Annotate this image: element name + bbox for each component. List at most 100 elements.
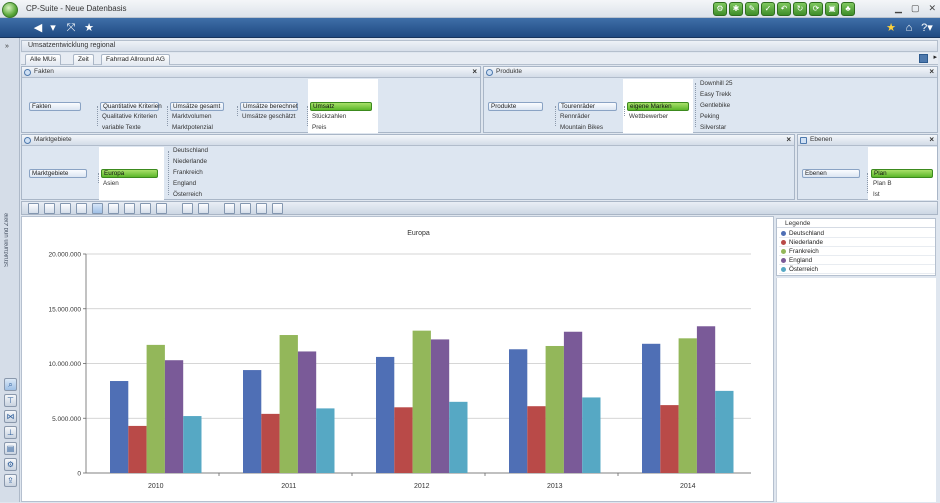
column-chart-icon[interactable] [92,203,103,214]
products-level2-item[interactable]: Wettbewerber [629,113,669,120]
products-panel: Produkte × Produkte Tourenräder Rennräde… [483,66,938,133]
legend-item[interactable]: Deutschland [779,229,935,238]
markets-root-node[interactable]: Marktgebiete [29,169,87,178]
legend-item[interactable]: England [779,256,935,265]
facts-level3-item[interactable]: Umsätze geschätzt [242,113,296,120]
legend-item[interactable]: Österreich [779,265,935,274]
connector [168,151,169,195]
legend-color-dot [781,240,786,245]
products-level3-item[interactable]: Downhill 25 [700,80,733,87]
close-icon[interactable]: × [472,67,477,76]
products-level3-item[interactable]: Easy Trekk [700,91,732,98]
facts-panel-header: Fakten × [22,67,480,78]
tools-icon[interactable]: ♣ [841,2,855,16]
products-level2-selected[interactable]: eigene Marken [627,102,689,111]
chart-options-icon[interactable] [156,203,167,214]
pin-icon[interactable]: ⤧ [66,22,76,34]
facts-icon [24,69,31,76]
products-level3-item[interactable]: Silverstar [700,124,727,131]
favorite-star-icon[interactable]: ★ [84,22,94,34]
products-level1-item[interactable]: Mountain Bikes [560,124,604,131]
markets-level2-item[interactable]: England [173,180,197,187]
products-level3-item[interactable]: Gentlebike [700,102,731,109]
maximize-icon[interactable]: ▢ [910,3,920,13]
overflow-icon[interactable]: ▸ [933,54,937,61]
facts-level2-item[interactable]: Marktvolumen [172,113,212,120]
bar-chart-icon[interactable] [76,203,87,214]
markets-level2-item[interactable]: Frankreich [173,169,203,176]
close-icon[interactable]: × [929,135,934,144]
facts-root-node[interactable]: Fakten [29,102,81,111]
chart-bar [394,407,413,473]
pie-chart-icon[interactable] [44,203,55,214]
legend-item[interactable]: Frankreich [779,247,935,256]
products-level1-item[interactable]: Rennräder [560,113,590,120]
facts-level1-item[interactable]: Quantitative Kriterien [100,102,162,111]
facts-level2-item[interactable]: Marktpotenzial [172,124,213,131]
legend-item[interactable]: Niederlande [779,238,935,247]
help-icon[interactable]: ?▾ [921,22,933,34]
gear-icon[interactable]: ⚙ [713,2,727,16]
products-level1-item[interactable]: Tourenräder [558,102,617,111]
gear-icon[interactable]: ⚙ [4,458,17,471]
export-icon[interactable]: ⇪ [4,474,17,487]
bar-chart-icon[interactable] [60,203,71,214]
star-icon[interactable]: ★ [886,22,896,34]
markets-level1-selected[interactable]: Europa [101,169,158,178]
edit-icon[interactable]: ✎ [745,2,759,16]
home-icon[interactable]: ⌂ [905,22,913,34]
facts-level4-selected[interactable]: Umsatz [310,102,372,111]
facts-level4-item[interactable]: Preis [312,124,327,131]
print-icon[interactable] [272,203,283,214]
dropdown-icon[interactable]: ▾ [50,22,56,34]
levels-root-node[interactable]: Ebenen [802,169,860,178]
tab-zeit[interactable]: Zeit [73,54,94,65]
chart-bar [642,343,661,473]
tree-icon[interactable]: ⋈ [4,410,17,423]
line-chart-icon[interactable] [124,203,135,214]
facts-level1-item[interactable]: Qualitative Kriterien [102,113,157,120]
levels-item[interactable]: Ist [873,191,880,198]
facts-level4-item[interactable]: Stückzahlen [312,113,347,120]
list-icon[interactable] [198,203,209,214]
facts-level2-item[interactable]: Umsätze gesamt [170,102,224,111]
export-icon[interactable] [240,203,251,214]
close-icon[interactable]: ✕ [928,3,936,13]
markets-level2-item[interactable]: Österreich [173,191,203,198]
sort-icon[interactable]: ⊥ [4,426,17,439]
back-icon[interactable]: ◀ [33,22,43,34]
tab-fahrrad-allround[interactable]: Fahrrad Allround AG [101,54,170,65]
stacked-chart-icon[interactable] [108,203,119,214]
layout-icon[interactable]: ▤ [4,442,17,455]
markets-level2-item[interactable]: Deutschland [173,147,209,154]
settings-icon[interactable]: ✱ [729,2,743,16]
filter-icon[interactable] [182,203,193,214]
table-icon[interactable] [28,203,39,214]
markets-level1-item[interactable]: Asien [103,180,119,187]
tab-alle-mus[interactable]: Alle MUs [25,54,62,65]
undo-icon[interactable]: ↶ [777,2,791,16]
facts-level3-item[interactable]: Umsätze berechnet [240,102,298,111]
panel-toggle-icon[interactable] [919,54,928,63]
close-icon[interactable]: × [929,67,934,76]
levels-selected[interactable]: Plan [871,169,933,178]
expand-chevron-icon[interactable]: » [5,43,9,50]
minimize-icon[interactable]: ▁ [895,3,902,13]
facts-level1-item[interactable]: variable Texte [102,124,141,131]
search-icon[interactable]: ⌕ [4,378,17,391]
area-chart-icon[interactable] [140,203,151,214]
check-icon[interactable]: ✓ [761,2,775,16]
sync-icon[interactable]: ⟳ [809,2,823,16]
sort-icon[interactable] [224,203,235,214]
image-icon[interactable]: ▣ [825,2,839,16]
products-level3-item[interactable]: Peking [700,113,720,120]
app-menu-button[interactable] [2,2,18,18]
refresh-icon[interactable]: ↻ [793,2,807,16]
levels-item[interactable]: Plan B [873,180,892,187]
tools-icon[interactable] [256,203,267,214]
close-icon[interactable]: × [786,135,791,144]
filter-icon[interactable]: ⊤ [4,394,17,407]
products-root-node[interactable]: Produkte [488,102,543,111]
markets-level2-item[interactable]: Niederlande [173,158,207,165]
y-tick-label: 20.000.000 [48,252,81,259]
